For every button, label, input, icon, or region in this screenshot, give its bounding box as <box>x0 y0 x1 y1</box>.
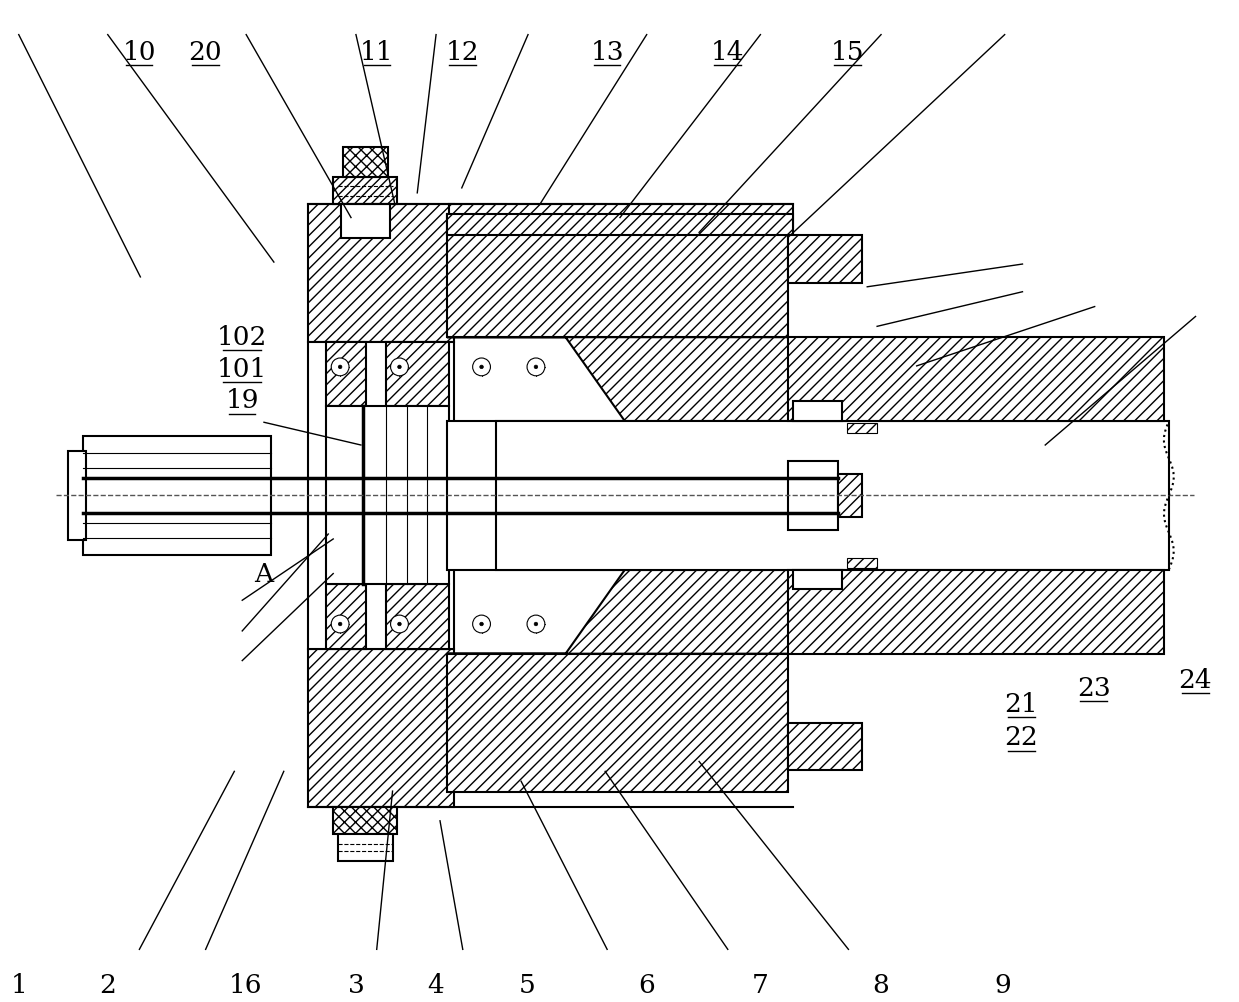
Circle shape <box>338 622 342 626</box>
Polygon shape <box>326 342 366 407</box>
Text: 15: 15 <box>830 40 864 65</box>
Text: 23: 23 <box>1077 675 1110 700</box>
Circle shape <box>390 358 409 376</box>
Text: 9: 9 <box>995 973 1011 998</box>
Text: 1: 1 <box>11 973 27 998</box>
Text: 11: 11 <box>361 40 394 65</box>
Circle shape <box>398 365 401 369</box>
Polygon shape <box>326 584 366 648</box>
Text: 24: 24 <box>1178 668 1212 692</box>
Circle shape <box>472 615 491 633</box>
Polygon shape <box>309 342 453 648</box>
Polygon shape <box>338 834 393 862</box>
Text: 102: 102 <box>217 325 268 350</box>
Circle shape <box>479 622 483 626</box>
Circle shape <box>331 358 349 376</box>
Polygon shape <box>333 176 398 203</box>
Text: 6: 6 <box>638 973 655 998</box>
Text: 5: 5 <box>519 973 536 998</box>
Polygon shape <box>447 213 788 338</box>
Text: 2: 2 <box>99 973 115 998</box>
Polygon shape <box>788 569 1163 653</box>
Circle shape <box>338 365 342 369</box>
Text: 13: 13 <box>591 40 624 65</box>
Text: A: A <box>254 562 274 587</box>
Text: 7: 7 <box>752 973 769 998</box>
Text: 4: 4 <box>427 973 444 998</box>
Text: 14: 14 <box>711 40 745 65</box>
Polygon shape <box>68 451 85 540</box>
Polygon shape <box>326 407 449 584</box>
Text: 20: 20 <box>188 40 222 65</box>
Text: 3: 3 <box>348 973 364 998</box>
Polygon shape <box>385 342 449 407</box>
Circle shape <box>390 615 409 633</box>
Circle shape <box>527 615 545 633</box>
Text: 19: 19 <box>225 389 259 414</box>
Polygon shape <box>793 402 843 421</box>
Text: 8: 8 <box>872 973 888 998</box>
Polygon shape <box>447 421 788 569</box>
Polygon shape <box>333 807 398 834</box>
Polygon shape <box>447 338 788 421</box>
Text: 21: 21 <box>1005 691 1038 716</box>
Polygon shape <box>788 338 1163 421</box>
Text: 10: 10 <box>123 40 156 65</box>
Circle shape <box>331 615 349 633</box>
Polygon shape <box>309 203 453 342</box>
Polygon shape <box>449 203 793 228</box>
Polygon shape <box>343 147 388 176</box>
Circle shape <box>479 365 483 369</box>
Polygon shape <box>447 569 788 653</box>
Text: 22: 22 <box>1005 725 1038 750</box>
Polygon shape <box>83 436 271 555</box>
Circle shape <box>472 358 491 376</box>
Text: 16: 16 <box>229 973 263 998</box>
Polygon shape <box>309 648 453 807</box>
Polygon shape <box>497 421 1168 569</box>
Circle shape <box>534 365 538 369</box>
Polygon shape <box>788 235 862 283</box>
Polygon shape <box>447 213 793 235</box>
Polygon shape <box>788 461 838 530</box>
Polygon shape <box>385 584 449 648</box>
Circle shape <box>398 622 401 626</box>
Polygon shape <box>847 558 877 568</box>
Text: 12: 12 <box>446 40 479 65</box>
Circle shape <box>534 622 538 626</box>
Polygon shape <box>793 569 843 589</box>
Polygon shape <box>847 423 877 433</box>
Polygon shape <box>341 203 389 238</box>
Polygon shape <box>788 722 862 771</box>
Text: 101: 101 <box>217 357 268 382</box>
Polygon shape <box>838 474 862 517</box>
Polygon shape <box>447 653 788 793</box>
Circle shape <box>527 358 545 376</box>
